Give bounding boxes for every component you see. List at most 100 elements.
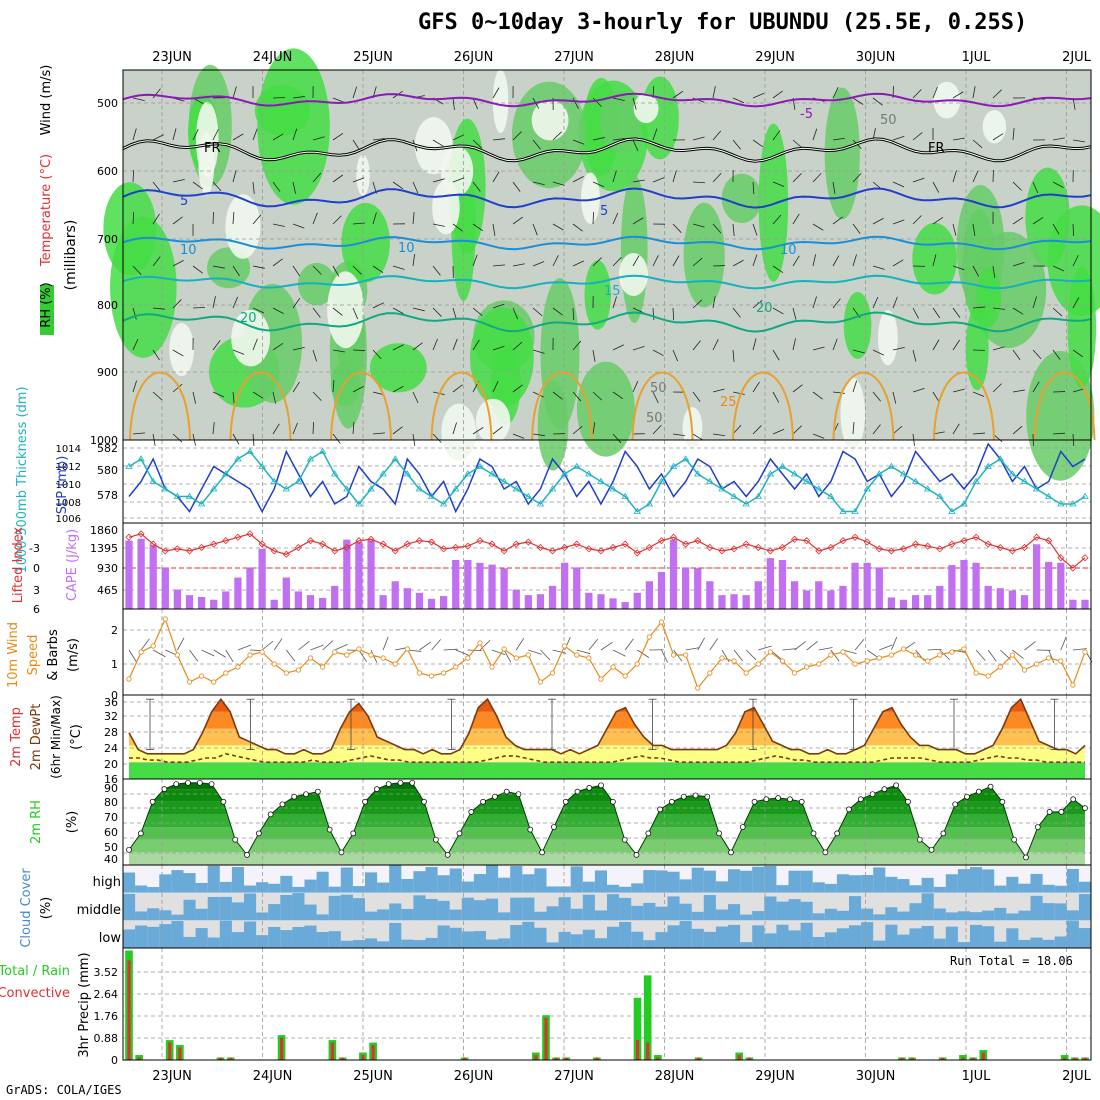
rh-point — [633, 852, 640, 858]
cloud-cell — [316, 871, 330, 893]
wind-speed-point — [428, 673, 435, 679]
slp-line-point — [923, 485, 932, 492]
cloud-cell — [849, 875, 862, 893]
rh-point — [893, 782, 900, 789]
wind-barb — [872, 349, 885, 356]
wind-barb-10m — [261, 640, 274, 651]
cloud-cell — [486, 865, 499, 893]
wind-barb — [672, 349, 678, 362]
cloud-cell — [703, 931, 717, 948]
cloud-cell — [679, 903, 693, 921]
cloud-cell — [836, 928, 850, 948]
cape-bar — [125, 540, 133, 609]
cloud-cell — [461, 881, 475, 893]
lifted-tick-label: 0 — [33, 562, 40, 575]
wind-barb — [532, 181, 545, 186]
wind-speed-point — [126, 676, 132, 682]
wind-barb — [312, 172, 322, 183]
wind-barb — [192, 306, 206, 309]
wind-speed-point — [912, 652, 919, 658]
wind-barb — [312, 265, 322, 275]
wind-barb — [812, 433, 825, 439]
rh-high-region — [341, 202, 390, 283]
pressure-tick-label: 1000 — [90, 434, 118, 447]
wind-barb-10m — [153, 649, 166, 658]
date-tick-label-top: 24JUN — [253, 50, 293, 65]
pressure-tick-label: 600 — [97, 165, 118, 178]
temp-contour-25 — [832, 371, 895, 441]
cloud-cell — [123, 893, 136, 921]
wind-barb — [592, 257, 602, 267]
slp-line-point — [645, 500, 654, 507]
cloud-cell — [135, 885, 148, 893]
cloud-cell — [207, 896, 221, 921]
cape-bar — [899, 599, 908, 609]
slp-line-point — [633, 507, 641, 514]
wind-barb — [472, 223, 484, 232]
rh-legend-swatch — [40, 285, 54, 335]
slp-line-point — [899, 470, 908, 477]
cape-bar — [173, 589, 182, 609]
wind-barb — [632, 139, 639, 152]
wind-speed-point — [840, 649, 846, 655]
lifted-index-point — [972, 533, 980, 541]
cloud-cell — [873, 940, 886, 948]
cloud-cell — [764, 933, 777, 948]
date-tick-label-bottom: 1JUL — [962, 1069, 992, 1084]
wind-barb — [292, 223, 305, 229]
slp-line-point — [403, 470, 412, 477]
wind-barb — [372, 212, 377, 225]
cloud-cell — [740, 914, 753, 921]
cloud-cell — [667, 871, 681, 893]
rh-high-region — [843, 291, 872, 359]
rh-high-region — [576, 361, 635, 457]
lifted-index-point — [1008, 547, 1016, 555]
lifted-index-point — [754, 543, 762, 552]
wind-speed-point — [199, 673, 205, 679]
precip-convective-bar — [219, 1057, 223, 1060]
lifted-index-point — [875, 545, 883, 553]
wind-barb — [612, 344, 624, 351]
thickness-axis-label: 1000-500mb Thickness (dm) — [15, 386, 30, 573]
cloud-cell — [449, 868, 463, 893]
lifted-index-point — [766, 547, 774, 555]
cloud-cell — [909, 885, 923, 893]
rh-point — [350, 830, 357, 837]
cape-bar — [561, 562, 569, 609]
rh-point — [1034, 824, 1041, 830]
wind-barb — [812, 296, 817, 309]
wind-barb — [612, 170, 617, 183]
wind-barb — [892, 259, 904, 267]
wind-barb — [952, 170, 957, 183]
wind-barb — [892, 296, 898, 309]
date-tick-label-top: 23JUN — [152, 50, 192, 65]
wind-speed-point — [622, 673, 628, 679]
wind-barb — [312, 212, 318, 225]
cloud-cell — [897, 879, 910, 893]
cloud-cell — [207, 865, 221, 893]
cape-bar — [222, 591, 230, 609]
wind-barb — [792, 384, 803, 393]
cape-bar — [246, 567, 254, 609]
cloud-cell-bg — [352, 865, 366, 893]
wind-speed-point — [852, 661, 858, 667]
wind-barb — [772, 130, 781, 141]
lifted-index-point — [137, 530, 145, 538]
lifted-index-point — [827, 543, 835, 552]
cloud-cell — [631, 905, 644, 921]
cloud-cell — [534, 868, 547, 893]
cloud-cell — [800, 870, 814, 893]
slp-line-point — [524, 492, 533, 499]
temp-tick-label: 32 — [104, 710, 118, 723]
cape-bar — [694, 568, 702, 609]
wind-speed-point — [356, 646, 362, 652]
wind-barb — [172, 433, 183, 443]
cloud-cell — [703, 895, 717, 921]
run-total: Run Total = 18.06 — [950, 954, 1073, 968]
wind-barb — [512, 307, 518, 320]
cloud-cell — [219, 920, 233, 948]
chart-title: GFS 0~10day 3-hourly for UBUNDU (25.5E, … — [418, 10, 1028, 35]
cloud-cell — [135, 925, 148, 948]
wind-barb — [872, 296, 879, 309]
wind-barb — [552, 307, 563, 316]
